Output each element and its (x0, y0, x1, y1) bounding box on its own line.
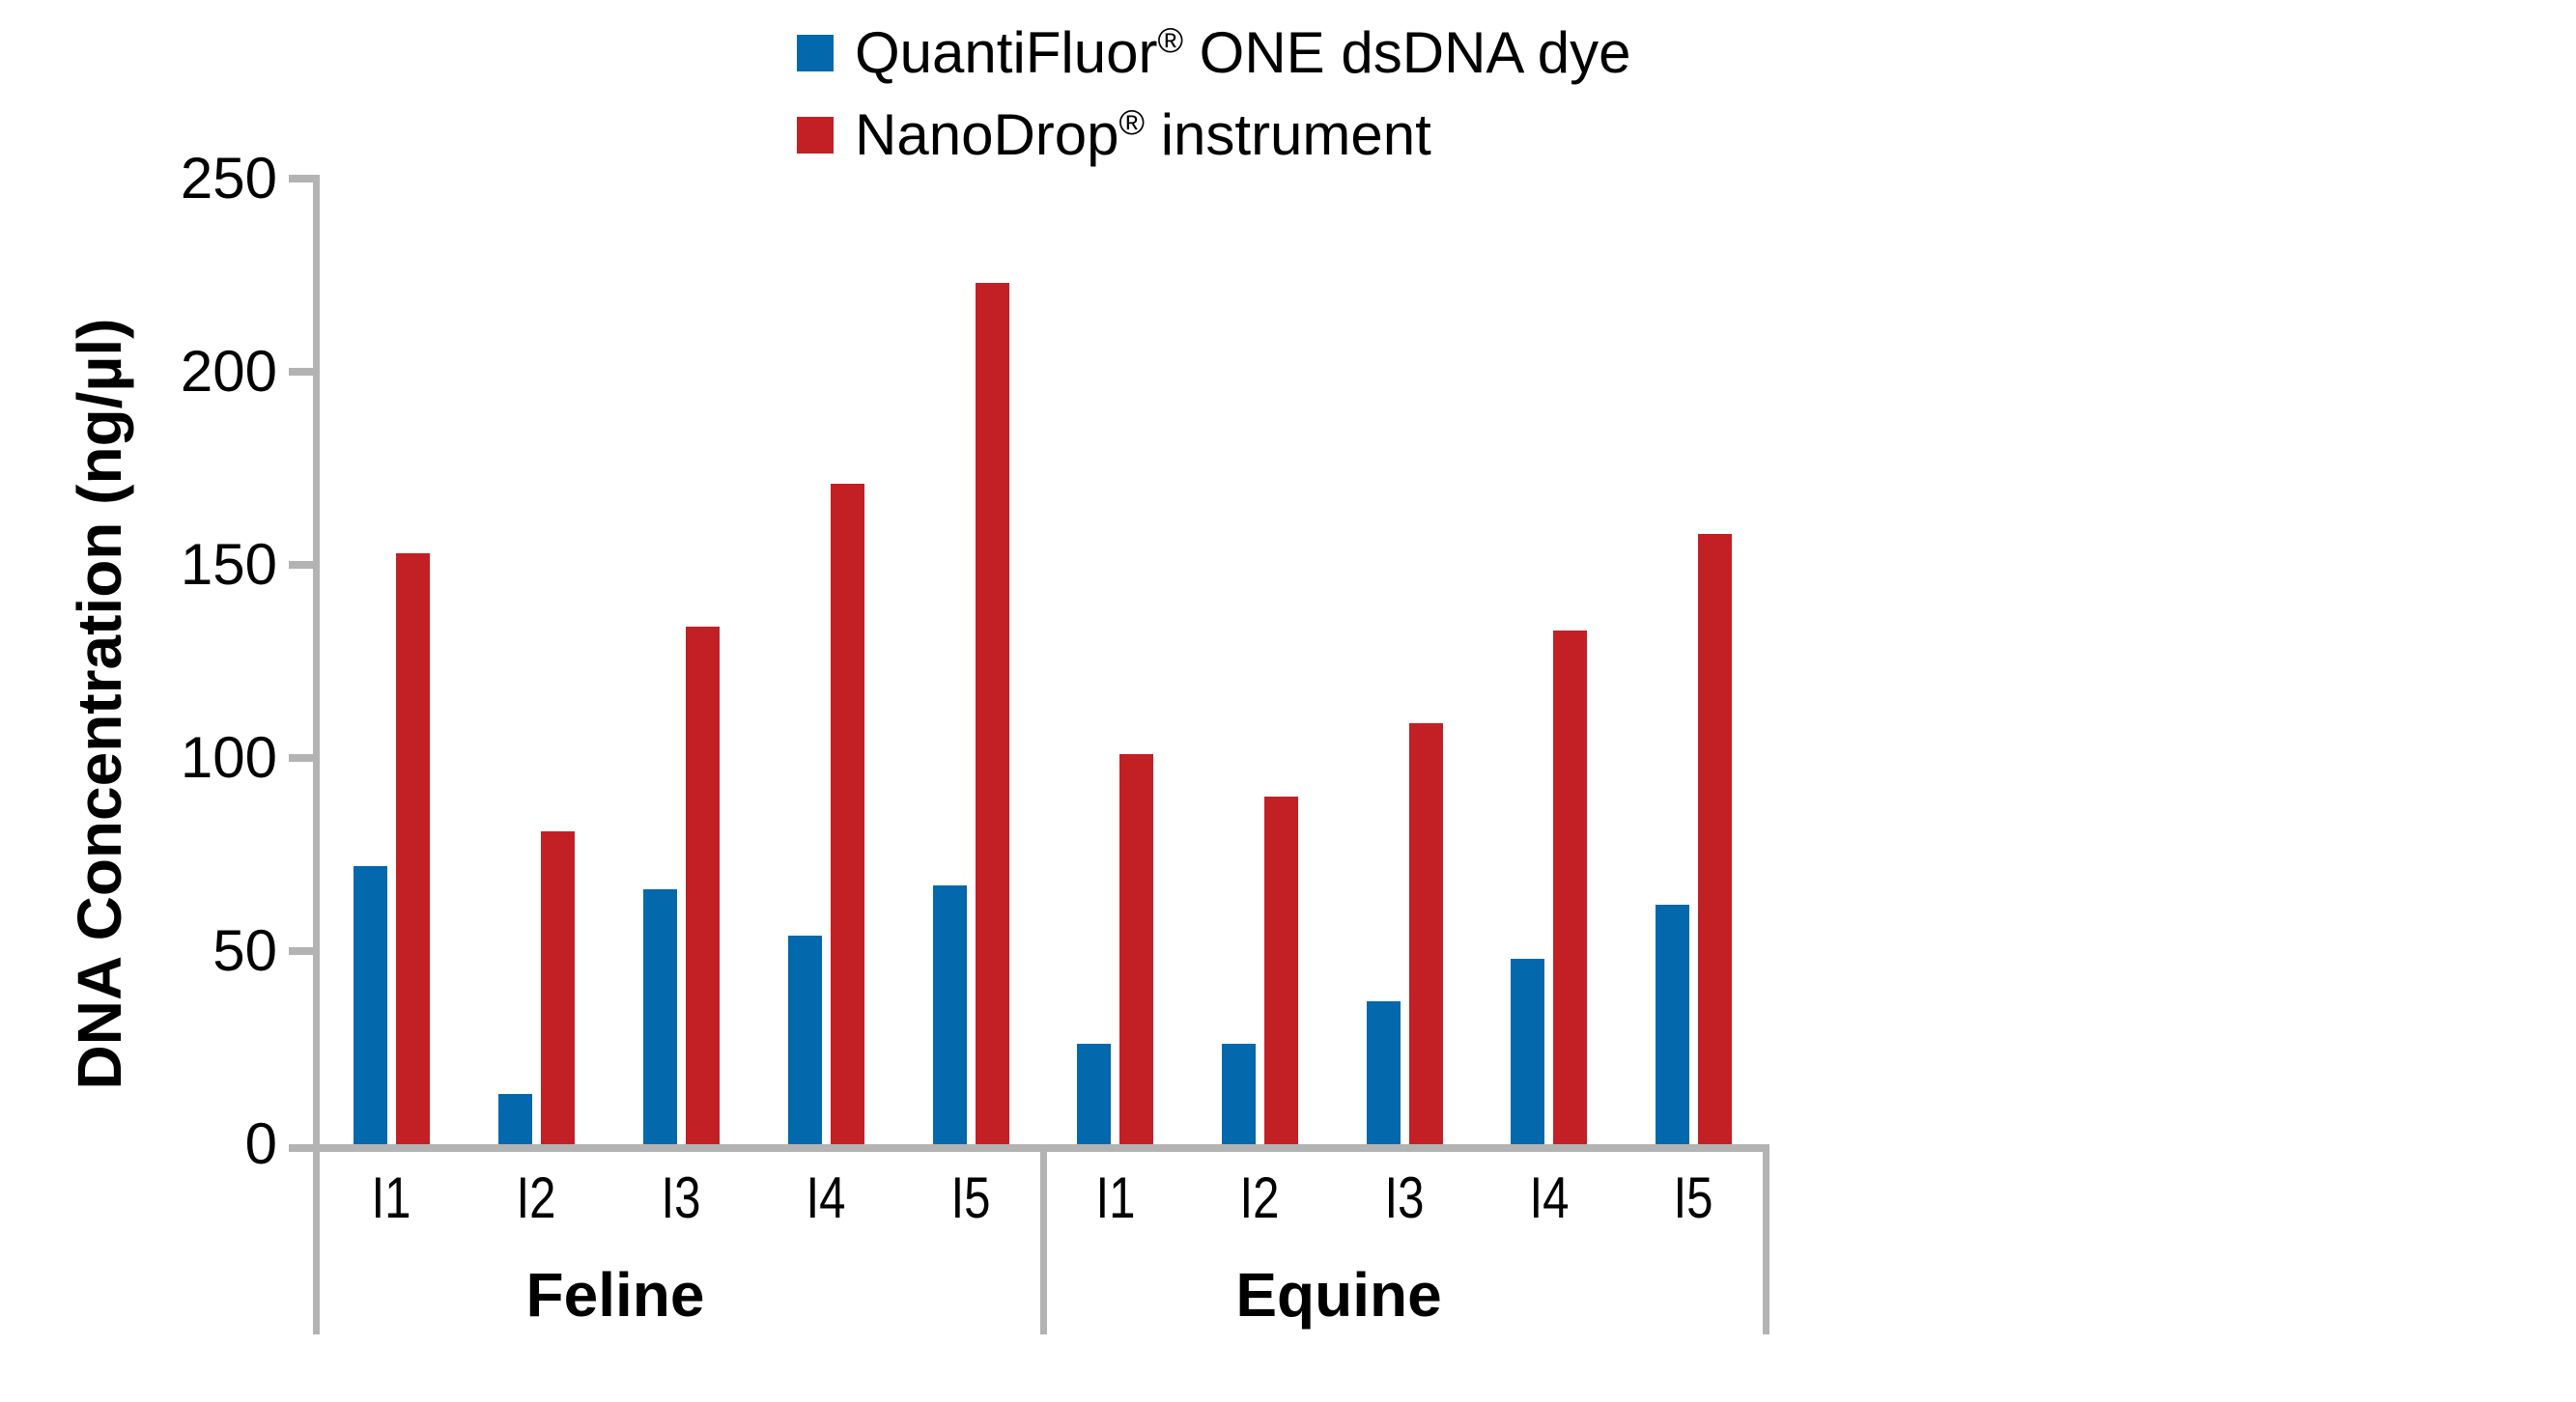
legend-text: NanoDrop (855, 102, 1119, 167)
ytick-label-150: 150 (180, 532, 277, 597)
category-label-feline-i2: I2 (516, 1165, 556, 1230)
bar-feline-i3-series1 (685, 627, 720, 1144)
category-label-equine-i5: I5 (1673, 1165, 1713, 1230)
bar-feline-i5-series1 (975, 283, 1009, 1144)
category-label-equine-i3: I3 (1384, 1165, 1425, 1230)
bar-feline-i3-series0 (642, 889, 677, 1144)
bar-feline-i5-series0 (932, 885, 967, 1144)
y-axis-line (313, 175, 320, 1334)
legend-item-nanodrop: NanoDrop® instrument (797, 98, 1431, 172)
ytick-label-250: 250 (180, 146, 277, 210)
bar-feline-i4-series0 (787, 936, 822, 1144)
ytick-label-100: 100 (180, 725, 277, 790)
group-label-feline: Feline (525, 1260, 705, 1330)
legend-label: QuantiFluor® ONE dsDNA dye (855, 16, 1631, 90)
ytick-mark-150 (289, 561, 320, 569)
legend-text: QuantiFluor (855, 20, 1158, 85)
bar-equine-i2-series0 (1221, 1044, 1256, 1144)
legend-swatch-blue-icon (797, 35, 834, 71)
bar-feline-i4-series1 (830, 484, 864, 1144)
x-axis-baseline (289, 1144, 1769, 1152)
registered-mark: ® (1118, 102, 1146, 142)
bar-feline-i2-series1 (540, 831, 575, 1144)
bar-feline-i2-series0 (497, 1094, 532, 1144)
registered-mark: ® (1157, 20, 1184, 60)
category-label-equine-i1: I1 (1095, 1165, 1136, 1230)
category-label-feline-i3: I3 (661, 1165, 701, 1230)
category-label-equine-i2: I2 (1239, 1165, 1280, 1230)
category-label-equine-i4: I4 (1529, 1165, 1570, 1230)
ytick-label-0: 0 (244, 1111, 277, 1176)
bar-feline-i1-series1 (395, 553, 430, 1144)
category-label-feline-i5: I5 (950, 1165, 991, 1230)
bar-equine-i3-series0 (1366, 1001, 1401, 1144)
bar-equine-i4-series0 (1511, 959, 1545, 1144)
legend-label: NanoDrop® instrument (855, 98, 1431, 172)
bar-equine-i1-series1 (1119, 754, 1154, 1144)
ytick-mark-100 (289, 754, 320, 762)
legend-item-quantifluor: QuantiFluor® ONE dsDNA dye (797, 16, 1631, 90)
bar-feline-i1-series0 (353, 866, 387, 1144)
bar-equine-i4-series1 (1553, 631, 1588, 1144)
bar-equine-i1-series0 (1077, 1044, 1112, 1144)
ytick-label-50: 50 (212, 918, 277, 983)
ytick-mark-250 (289, 175, 320, 182)
category-label-feline-i1: I1 (371, 1165, 411, 1230)
group-separator-2 (1763, 1144, 1769, 1334)
category-label-feline-i4: I4 (806, 1165, 846, 1230)
group-label-equine: Equine (1235, 1260, 1442, 1330)
bar-equine-i3-series1 (1408, 723, 1443, 1144)
bar-equine-i2-series1 (1263, 797, 1298, 1144)
bar-equine-i5-series1 (1697, 534, 1732, 1144)
legend-swatch-red-icon (797, 117, 834, 154)
ytick-mark-200 (289, 368, 320, 376)
bar-equine-i5-series0 (1655, 905, 1689, 1144)
y-axis-title: DNA Concentration (ng/µl) (65, 318, 134, 1090)
legend-text: ONE dsDNA dye (1183, 20, 1631, 85)
ytick-label-200: 200 (180, 339, 277, 404)
ytick-mark-50 (289, 947, 320, 955)
legend-text: instrument (1145, 102, 1431, 167)
group-separator-1 (1040, 1144, 1047, 1334)
